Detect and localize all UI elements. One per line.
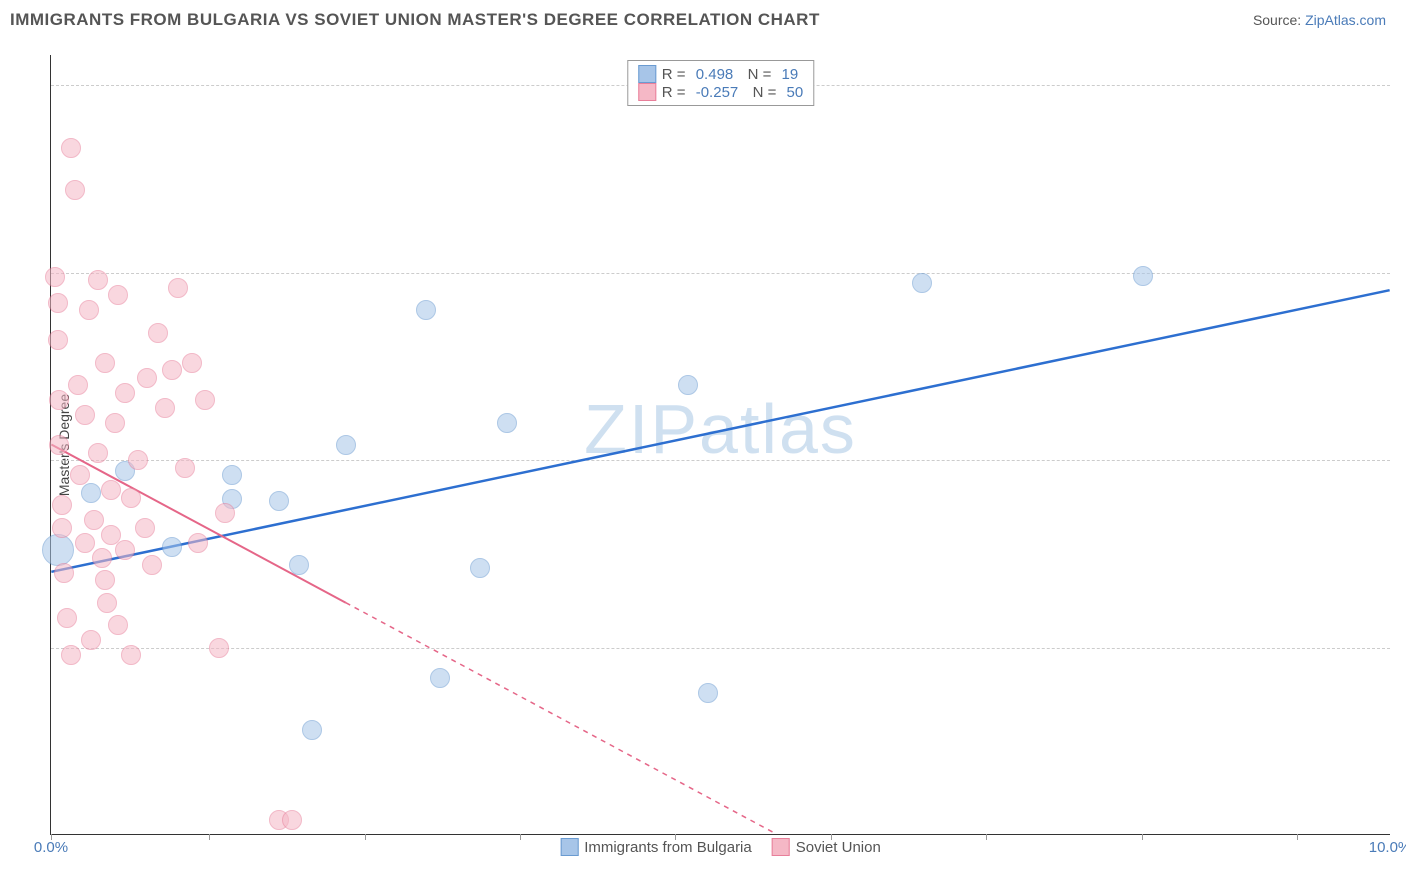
data-point-series-1	[121, 488, 141, 508]
data-point-series-1	[75, 405, 95, 425]
data-point-series-0	[162, 537, 182, 557]
data-point-series-1	[215, 503, 235, 523]
data-point-series-1	[84, 510, 104, 530]
legend-swatch-0	[638, 65, 656, 83]
legend-series-label-0: Immigrants from Bulgaria	[584, 839, 752, 856]
data-point-series-1	[65, 180, 85, 200]
data-point-series-1	[49, 390, 69, 410]
data-point-series-1	[68, 375, 88, 395]
data-point-series-1	[95, 570, 115, 590]
data-point-series-1	[182, 353, 202, 373]
data-point-series-1	[188, 533, 208, 553]
data-point-series-1	[48, 293, 68, 313]
data-point-series-1	[155, 398, 175, 418]
data-point-series-1	[142, 555, 162, 575]
data-point-series-0	[416, 300, 436, 320]
data-point-series-0	[81, 483, 101, 503]
data-point-series-1	[54, 563, 74, 583]
legend-n-value-0: 19	[782, 66, 799, 83]
data-point-series-1	[70, 465, 90, 485]
data-point-series-1	[61, 138, 81, 158]
data-point-series-1	[195, 390, 215, 410]
legend-series: Immigrants from Bulgaria Soviet Union	[560, 838, 881, 856]
data-point-series-0	[222, 465, 242, 485]
data-point-series-1	[148, 323, 168, 343]
data-point-series-1	[95, 353, 115, 373]
data-point-series-1	[175, 458, 195, 478]
data-point-series-0	[678, 375, 698, 395]
data-point-series-1	[209, 638, 229, 658]
x-max-label: 10.0%	[1369, 839, 1406, 856]
legend-swatch-1	[638, 83, 656, 101]
data-point-series-1	[57, 608, 77, 628]
legend-stats: R = 0.498 N = 19 R = -0.257 N = 50	[627, 60, 814, 106]
chart-title: IMMIGRANTS FROM BULGARIA VS SOVIET UNION…	[10, 10, 820, 30]
data-point-series-0	[269, 491, 289, 511]
data-point-series-1	[52, 495, 72, 515]
legend-r-label: R =	[662, 66, 690, 83]
data-point-series-1	[282, 810, 302, 830]
legend-series-item-1: Soviet Union	[772, 838, 881, 856]
data-point-series-1	[105, 413, 125, 433]
scatter-plot: ZIPatlas Master's Degree 12.5%25.0%37.5%…	[50, 55, 1390, 835]
legend-r-value-0: 0.498	[696, 66, 734, 83]
data-point-series-0	[430, 668, 450, 688]
data-point-series-1	[108, 615, 128, 635]
legend-swatch-bottom-0	[560, 838, 578, 856]
data-point-series-0	[1133, 266, 1153, 286]
chart-header: IMMIGRANTS FROM BULGARIA VS SOVIET UNION…	[0, 0, 1406, 40]
data-point-series-1	[121, 645, 141, 665]
legend-stats-row-0: R = 0.498 N = 19	[638, 65, 803, 83]
data-point-series-0	[42, 534, 74, 566]
data-point-series-1	[115, 383, 135, 403]
data-point-series-0	[497, 413, 517, 433]
data-point-series-1	[88, 270, 108, 290]
legend-r-label: R =	[662, 84, 690, 101]
data-point-series-1	[88, 443, 108, 463]
data-point-series-1	[52, 518, 72, 538]
trend-lines	[51, 55, 1390, 834]
data-point-series-1	[128, 450, 148, 470]
legend-stats-row-1: R = -0.257 N = 50	[638, 83, 803, 101]
x-min-label: 0.0%	[34, 839, 68, 856]
data-point-series-0	[470, 558, 490, 578]
source-prefix: Source:	[1253, 12, 1305, 28]
source-link[interactable]: ZipAtlas.com	[1305, 12, 1386, 28]
data-point-series-1	[135, 518, 155, 538]
data-point-series-0	[912, 273, 932, 293]
data-point-series-1	[115, 540, 135, 560]
data-point-series-1	[137, 368, 157, 388]
legend-n-value-1: 50	[787, 84, 804, 101]
data-point-series-1	[92, 548, 112, 568]
data-point-series-0	[698, 683, 718, 703]
data-point-series-0	[302, 720, 322, 740]
data-point-series-1	[61, 645, 81, 665]
chart-source: Source: ZipAtlas.com	[1253, 12, 1386, 28]
data-point-series-1	[101, 480, 121, 500]
data-point-series-0	[289, 555, 309, 575]
legend-series-label-1: Soviet Union	[796, 839, 881, 856]
data-point-series-1	[108, 285, 128, 305]
data-point-series-1	[81, 630, 101, 650]
data-point-series-1	[49, 435, 69, 455]
legend-swatch-bottom-1	[772, 838, 790, 856]
data-point-series-0	[336, 435, 356, 455]
legend-series-item-0: Immigrants from Bulgaria	[560, 838, 752, 856]
data-point-series-1	[48, 330, 68, 350]
data-point-series-1	[79, 300, 99, 320]
legend-n-label: N =	[739, 66, 775, 83]
data-point-series-1	[168, 278, 188, 298]
legend-n-label: N =	[744, 84, 780, 101]
data-point-series-1	[97, 593, 117, 613]
data-point-series-1	[75, 533, 95, 553]
data-point-series-1	[162, 360, 182, 380]
data-point-series-1	[45, 267, 65, 287]
legend-r-value-1: -0.257	[696, 84, 739, 101]
